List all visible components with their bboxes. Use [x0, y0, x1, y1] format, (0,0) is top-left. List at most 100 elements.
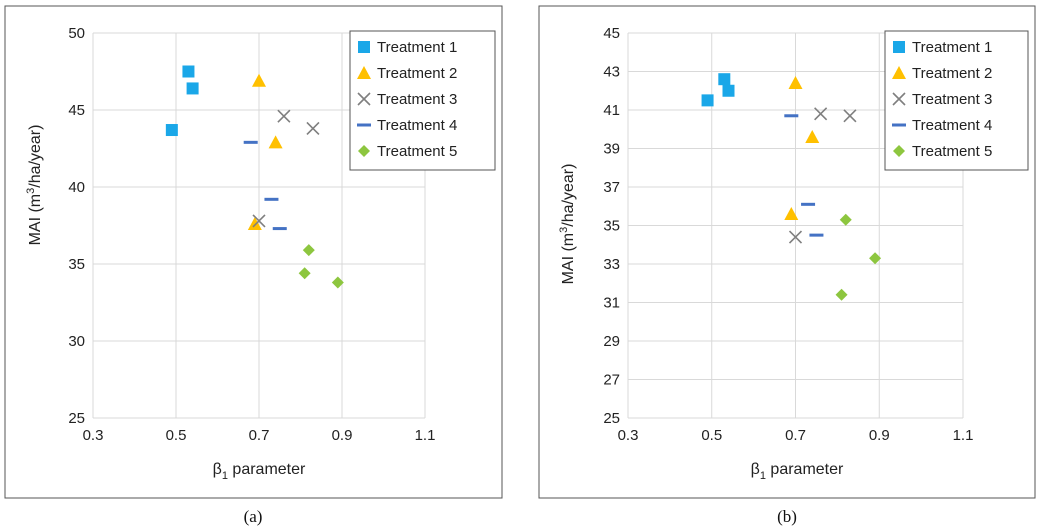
x-tick-label: 0.5: [701, 427, 722, 444]
x-tick-label: 0.7: [785, 427, 806, 444]
y-tick-label: 30: [68, 333, 85, 350]
legend-box: [349, 30, 496, 171]
data-point-treatment-2: [784, 206, 799, 220]
x-axis-label-sub: 1: [222, 470, 228, 482]
x-tick-label: 0.3: [83, 427, 104, 444]
y-axis-label-main: MAI (m: [27, 194, 44, 246]
data-point-treatment-5: [331, 276, 344, 289]
y-axis-label: MAI (m3/ha/year): [558, 164, 577, 285]
y-tick-label: 37: [603, 179, 620, 196]
data-point-treatment-3: [277, 109, 291, 123]
legend-label-treatment-4: Treatment 4: [912, 117, 992, 134]
x-tick-label: 0.5: [166, 427, 187, 444]
data-point-treatment-4: [801, 202, 816, 206]
y-tick-label: 25: [603, 410, 620, 427]
data-point-treatment-3: [788, 230, 803, 244]
x-axis-label-rest: parameter: [228, 461, 306, 478]
legend-marker-treatment-3: [892, 92, 906, 106]
y-axis-label-main: MAI (m: [560, 233, 577, 285]
legend-label-treatment-2: Treatment 2: [912, 65, 992, 82]
y-axis-label-sup: 3: [25, 188, 37, 194]
data-point-treatment-4: [264, 197, 279, 201]
y-axis-label-rest: /ha/year): [27, 125, 44, 188]
legend-marker-treatment-2: [357, 66, 371, 79]
y-tick-label: 39: [603, 141, 620, 158]
y-tick-label: 35: [603, 218, 620, 235]
data-point-treatment-5: [869, 252, 882, 265]
y-tick-label: 29: [603, 333, 620, 350]
data-point-treatment-2: [268, 135, 283, 149]
x-axis-label-beta: β: [751, 461, 760, 478]
y-tick-label: 41: [603, 102, 620, 119]
x-tick-label: 1.1: [953, 427, 974, 444]
data-point-treatment-1: [701, 94, 714, 107]
panel-caption: (a): [244, 507, 263, 526]
data-point-treatment-1: [186, 82, 199, 95]
legend-marker-treatment-5: [358, 145, 370, 157]
data-point-treatment-5: [302, 244, 315, 257]
legend-marker-treatment-2: [892, 66, 906, 79]
legend-label-treatment-5: Treatment 5: [377, 143, 457, 160]
legend-marker-treatment-5: [893, 145, 905, 157]
y-tick-label: 45: [68, 102, 85, 119]
data-point-treatment-4: [784, 114, 799, 118]
x-axis-label-sub: 1: [760, 470, 766, 482]
data-point-treatment-4: [243, 140, 258, 144]
legend-label-treatment-2: Treatment 2: [377, 65, 457, 82]
data-point-treatment-2: [247, 216, 262, 230]
data-point-treatment-1: [718, 73, 731, 86]
legend-label-treatment-1: Treatment 1: [912, 39, 992, 56]
data-point-treatment-3: [252, 214, 266, 228]
data-point-treatment-1: [182, 65, 195, 78]
data-point-treatment-2: [252, 73, 266, 87]
data-point-treatment-2: [805, 129, 820, 143]
data-point-treatment-2: [788, 76, 803, 90]
legend-label-treatment-5: Treatment 5: [912, 143, 992, 160]
data-point-treatment-4: [272, 227, 287, 231]
data-point-treatment-3: [306, 121, 320, 136]
x-tick-label: 1.1: [415, 427, 436, 444]
y-tick-label: 27: [603, 372, 620, 389]
y-tick-label: 35: [68, 256, 85, 273]
legend-marker-treatment-3: [357, 92, 371, 106]
x-axis-label: β1 parameter: [213, 461, 306, 482]
x-axis-label-beta: β: [213, 461, 222, 478]
data-point-treatment-4: [809, 233, 824, 237]
legend-marker-treatment-4: [357, 123, 371, 127]
panel-caption: (b): [777, 507, 797, 526]
x-tick-label: 0.9: [332, 427, 353, 444]
legend-marker-treatment-1: [358, 41, 370, 53]
y-axis-label-rest: /ha/year): [560, 164, 577, 227]
legend-marker-treatment-4: [892, 123, 906, 127]
data-point-treatment-5: [839, 213, 852, 226]
y-tick-label: 33: [603, 256, 620, 273]
legend-label-treatment-3: Treatment 3: [912, 91, 992, 108]
x-axis-label: β1 parameter: [751, 461, 844, 482]
data-point-treatment-1: [722, 84, 735, 97]
y-tick-label: 45: [603, 25, 620, 42]
data-point-treatment-1: [165, 124, 178, 137]
chart-panel-a: 25 30 35 40 45 50 0.3 0.5 0.7 0.9 1.1 Treatment 1 T…: [4, 5, 503, 526]
data-point-treatment-3: [814, 107, 828, 121]
legend-label-treatment-3: Treatment 3: [377, 91, 457, 108]
x-tick-label: 0.3: [618, 427, 639, 444]
data-point-treatment-3: [843, 109, 857, 123]
y-axis-label: MAI (m3/ha/year): [25, 125, 44, 246]
y-tick-label: 25: [68, 410, 85, 427]
y-tick-label: 50: [68, 25, 85, 42]
data-point-treatment-5: [835, 288, 848, 301]
legend-label-treatment-4: Treatment 4: [377, 117, 457, 134]
legend-marker-treatment-1: [893, 41, 905, 53]
legend-box: [884, 30, 1029, 171]
x-tick-label: 0.9: [869, 427, 890, 444]
y-tick-label: 31: [603, 295, 620, 312]
legend-label-treatment-1: Treatment 1: [377, 39, 457, 56]
y-axis-label-sup: 3: [558, 227, 570, 233]
x-axis-label-rest: parameter: [766, 461, 844, 478]
y-tick-label: 43: [603, 64, 620, 81]
data-point-treatment-5: [298, 267, 311, 280]
x-tick-label: 0.7: [249, 427, 270, 444]
y-tick-label: 40: [68, 179, 85, 196]
